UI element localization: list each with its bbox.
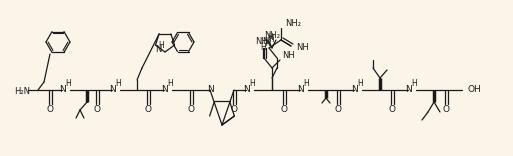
Text: H: H	[411, 80, 417, 88]
Text: N: N	[58, 85, 65, 93]
Text: N: N	[405, 85, 411, 93]
Text: N: N	[350, 85, 358, 93]
Text: N: N	[207, 85, 213, 93]
Text: O: O	[230, 105, 238, 115]
Text: NH: NH	[254, 37, 267, 46]
Text: H: H	[115, 80, 121, 88]
Text: N: N	[155, 46, 161, 54]
Text: O: O	[388, 105, 396, 115]
Text: O: O	[443, 105, 449, 115]
Text: O: O	[187, 105, 194, 115]
Text: NH: NH	[296, 42, 309, 51]
Text: N: N	[264, 39, 270, 49]
Text: H: H	[267, 34, 273, 42]
Text: H: H	[303, 80, 309, 88]
Text: N: N	[297, 85, 303, 93]
Text: H: H	[167, 80, 173, 88]
Text: H: H	[249, 80, 255, 88]
Text: NH: NH	[282, 51, 295, 61]
Text: N: N	[161, 85, 167, 93]
Text: H: H	[260, 44, 266, 53]
Text: NH₂: NH₂	[285, 20, 301, 29]
Text: N: N	[243, 85, 249, 93]
Text: O: O	[47, 105, 53, 115]
Text: O: O	[281, 105, 287, 115]
Text: OH: OH	[468, 85, 482, 93]
Text: H: H	[268, 36, 274, 44]
Text: H: H	[65, 80, 71, 88]
Text: NH₂: NH₂	[264, 31, 280, 39]
Text: H: H	[357, 80, 363, 88]
Text: O: O	[145, 105, 151, 115]
Text: H₂N: H₂N	[14, 86, 30, 95]
Text: H: H	[158, 41, 164, 49]
Text: O: O	[334, 105, 342, 115]
Text: N: N	[109, 85, 115, 93]
Text: O: O	[93, 105, 101, 115]
Text: N: N	[262, 37, 268, 46]
